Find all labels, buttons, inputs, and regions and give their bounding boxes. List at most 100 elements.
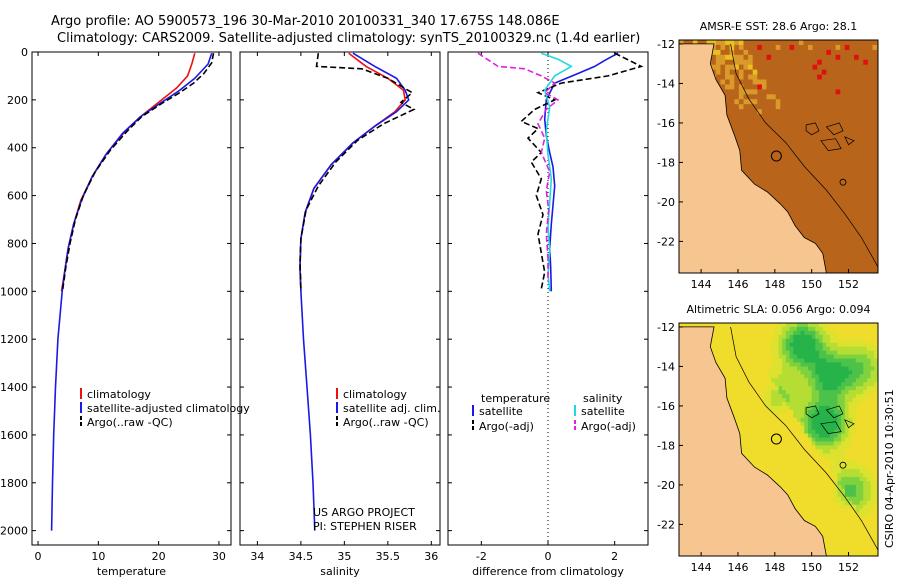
map-sla-cell	[778, 326, 783, 332]
map-sla-cell	[778, 417, 783, 423]
map-sla-cell	[830, 362, 835, 368]
map-sst-cell	[831, 267, 837, 273]
map-sla-cell	[822, 453, 828, 458]
map-sst-cell	[854, 262, 860, 268]
map-sla-cell	[804, 326, 809, 332]
map-sst-cell	[803, 197, 809, 204]
map-sst-cell	[849, 118, 855, 125]
map-sla-cell	[793, 457, 798, 462]
map-sla-cell	[752, 409, 757, 415]
map-sst-shelf-contour	[730, 43, 878, 268]
map-sst-cell	[761, 109, 768, 115]
map-sst-cell	[761, 84, 768, 90]
map-sst-cell	[784, 207, 791, 214]
map-sst-cell	[803, 222, 809, 229]
map-sla-cell	[789, 421, 794, 427]
map-sla-cell	[763, 362, 769, 368]
map-sla-cell	[807, 386, 813, 391]
map-sla-cell	[793, 370, 798, 375]
map-sla-cell	[741, 441, 746, 447]
map-sst-cell	[807, 49, 814, 56]
map-sst-cell	[863, 143, 869, 150]
temperature-ytick-label: 0	[21, 46, 28, 59]
map-sst-cell	[771, 104, 777, 110]
map-sst-cell	[817, 69, 823, 76]
map-sla-cell	[741, 429, 746, 435]
map-sst-cell	[872, 193, 878, 199]
map-sst-cell	[872, 40, 878, 46]
map-sla-cell	[771, 477, 776, 482]
map-sla-cell	[811, 512, 816, 518]
map-sla-cell	[807, 480, 813, 486]
map-sla-cell	[826, 390, 831, 395]
map-sla-cell	[752, 370, 757, 375]
map-sla-cell	[800, 500, 805, 506]
map-sst-cell	[771, 94, 777, 100]
map-sst-cell	[844, 118, 851, 125]
map-sla-cell	[837, 374, 842, 379]
map-sst-cell	[867, 133, 874, 140]
map-sla-cell	[815, 401, 820, 407]
map-sla-cell	[760, 441, 765, 447]
map-sst-cell	[784, 158, 791, 165]
map-sla-cell	[841, 354, 846, 360]
map-sla-cell	[833, 437, 839, 443]
map-sla-cell	[826, 492, 831, 498]
map-sst-cell	[711, 44, 717, 51]
map-sla-cell	[679, 323, 684, 328]
map-sla-cell	[778, 382, 783, 387]
map-sla-cell	[785, 421, 791, 427]
map-sst-cell	[729, 94, 735, 100]
map-sst-cell	[849, 262, 855, 268]
map-sst-cell	[743, 143, 749, 150]
map-sst-cell	[844, 54, 851, 61]
map-sla-cell	[833, 520, 839, 526]
map-sla-cell	[730, 382, 735, 387]
map-sla-cell	[822, 429, 828, 435]
map-sla-cell	[811, 417, 816, 423]
map-sla-cell	[830, 496, 835, 502]
map-sla-cell	[756, 350, 761, 356]
map-sla-cell	[778, 378, 783, 383]
map-sla-cell	[811, 398, 816, 403]
map-sla-cell	[830, 441, 835, 447]
map-sla-cell	[749, 398, 754, 403]
map-sla-cell	[767, 378, 772, 383]
map-sst-cell	[849, 114, 855, 120]
map-sla-cell	[778, 473, 783, 478]
map-sla-cell	[826, 323, 831, 328]
map-sst-cell	[729, 40, 735, 46]
map-sst-cell	[775, 109, 781, 115]
map-sla-cell	[749, 362, 754, 368]
map-sla-cell	[819, 390, 824, 395]
map-sst-cell	[766, 74, 772, 81]
map-sla-cell	[701, 556, 705, 561]
map-sla-cell	[767, 358, 772, 364]
map-sla-cell	[796, 409, 802, 415]
map-sst-cell	[844, 237, 851, 243]
map-sst-cell	[794, 104, 800, 110]
map-sst-cell	[794, 109, 800, 115]
map-sst-cell	[831, 183, 837, 189]
map-sst-cell	[715, 40, 722, 46]
map-sla-cell	[796, 362, 802, 368]
map-sst-cell	[752, 104, 758, 110]
map-sst-cell	[803, 99, 809, 105]
map-sst-cell	[725, 40, 731, 46]
map-sla-cell	[819, 386, 824, 391]
map-sla-cell	[841, 413, 846, 419]
map-sla-cell	[789, 346, 794, 352]
map-sst-cell	[771, 173, 777, 179]
map-sla-cell	[726, 338, 732, 344]
map-sst-cell	[826, 188, 832, 194]
map-sst-cell	[858, 227, 864, 234]
map-sla-cell	[833, 342, 839, 348]
map-sst-cell	[743, 163, 749, 169]
map-sla-cell	[819, 334, 824, 340]
map-sla-cell	[767, 330, 772, 336]
map-sla-cell	[771, 461, 776, 466]
map-sst-cell	[757, 158, 763, 165]
map-sst-cell	[775, 64, 781, 71]
map-sst-cell	[738, 54, 745, 61]
map-sst-cell	[748, 133, 754, 140]
